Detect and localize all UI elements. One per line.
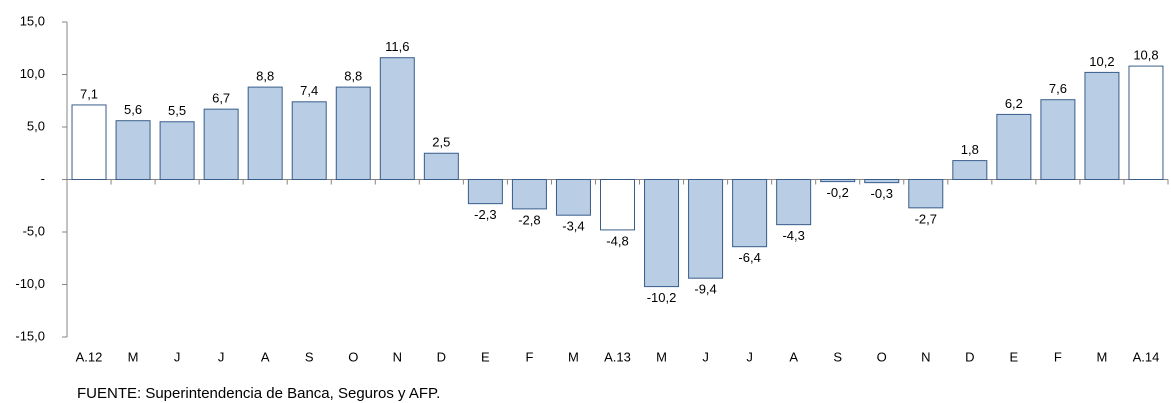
x-tick-label: J — [218, 349, 225, 364]
data-label: 2,5 — [432, 135, 450, 150]
bar — [467, 179, 503, 205]
x-tick-label: M — [128, 349, 139, 364]
data-label: 7,6 — [1049, 81, 1067, 96]
y-tick-label: -10,0 — [15, 276, 45, 291]
data-label: -9,4 — [694, 282, 716, 297]
x-tick-label: A — [789, 349, 798, 364]
x-tick-label: N — [393, 349, 402, 364]
data-label: -0,2 — [826, 185, 848, 200]
x-tick-label: A — [261, 349, 270, 364]
data-label: -2,7 — [915, 211, 937, 226]
x-tick-label: D — [965, 349, 974, 364]
bar — [1128, 65, 1164, 180]
data-label: 6,2 — [1005, 96, 1023, 111]
bar — [600, 179, 635, 231]
bar — [247, 86, 283, 180]
y-tick-label: 15,0 — [20, 13, 45, 28]
x-tick-label: M — [1097, 349, 1108, 364]
x-tick-label: E — [1010, 349, 1019, 364]
bar — [291, 101, 327, 180]
bar — [820, 179, 856, 183]
bar — [379, 57, 415, 181]
data-label: 5,5 — [168, 103, 186, 118]
x-tick-label: E — [481, 349, 490, 364]
bar — [996, 113, 1032, 180]
data-label: -4,3 — [782, 228, 804, 243]
data-label: -2,8 — [518, 212, 540, 227]
x-tick-label: A.13 — [604, 349, 631, 364]
bar — [864, 179, 900, 184]
bar — [115, 120, 151, 180]
x-tick-label: J — [174, 349, 181, 364]
bar — [688, 179, 724, 279]
data-label: -0,3 — [871, 186, 893, 201]
x-tick-label: S — [833, 349, 842, 364]
bar — [511, 179, 547, 210]
data-label: 5,6 — [124, 102, 142, 117]
data-label: -10,2 — [647, 290, 677, 305]
data-label: -6,4 — [738, 250, 760, 265]
bar — [159, 121, 195, 180]
data-label: -3,4 — [562, 219, 584, 234]
bar — [335, 86, 371, 180]
data-label: 11,6 — [385, 39, 409, 54]
source-note: FUENTE: Superintendencia de Banca, Segur… — [77, 385, 440, 402]
data-label: 8,8 — [344, 69, 362, 84]
x-tick-label: S — [305, 349, 314, 364]
bar — [952, 160, 988, 181]
data-label: -2,3 — [474, 207, 496, 222]
x-tick-label: J — [746, 349, 753, 364]
y-tick-label: - — [41, 171, 45, 186]
x-tick-label: D — [437, 349, 446, 364]
y-tick-label: 10,0 — [20, 66, 45, 81]
bar — [555, 179, 591, 216]
data-label: 6,7 — [212, 91, 230, 106]
x-tick-label: A.12 — [76, 349, 103, 364]
x-tick-label: J — [702, 349, 709, 364]
data-label: 7,4 — [300, 83, 318, 98]
data-label: 1,8 — [961, 142, 979, 157]
x-tick-label: F — [525, 349, 533, 364]
y-tick-label: -5,0 — [23, 223, 45, 238]
data-label: 10,8 — [1133, 48, 1158, 63]
data-label: 10,2 — [1089, 54, 1114, 69]
bar — [908, 179, 944, 209]
bar — [776, 179, 812, 226]
bar — [644, 179, 680, 288]
x-tick-label: A.14 — [1133, 349, 1160, 364]
bar — [423, 152, 459, 180]
bar — [203, 108, 239, 180]
x-tick-label: M — [568, 349, 579, 364]
x-tick-label: M — [656, 349, 667, 364]
x-tick-label: F — [1054, 349, 1062, 364]
x-tick-label: O — [348, 349, 358, 364]
data-label: 8,8 — [256, 69, 274, 84]
x-tick-label: N — [921, 349, 930, 364]
data-label: -4,8 — [606, 233, 628, 248]
data-label: 7,1 — [80, 86, 98, 101]
bar — [1084, 71, 1120, 180]
bar — [71, 104, 107, 180]
y-tick-label: 5,0 — [27, 118, 45, 133]
x-tick-label: O — [877, 349, 887, 364]
bar — [1040, 99, 1076, 180]
y-tick-label: -15,0 — [15, 328, 45, 343]
bar — [732, 179, 768, 248]
